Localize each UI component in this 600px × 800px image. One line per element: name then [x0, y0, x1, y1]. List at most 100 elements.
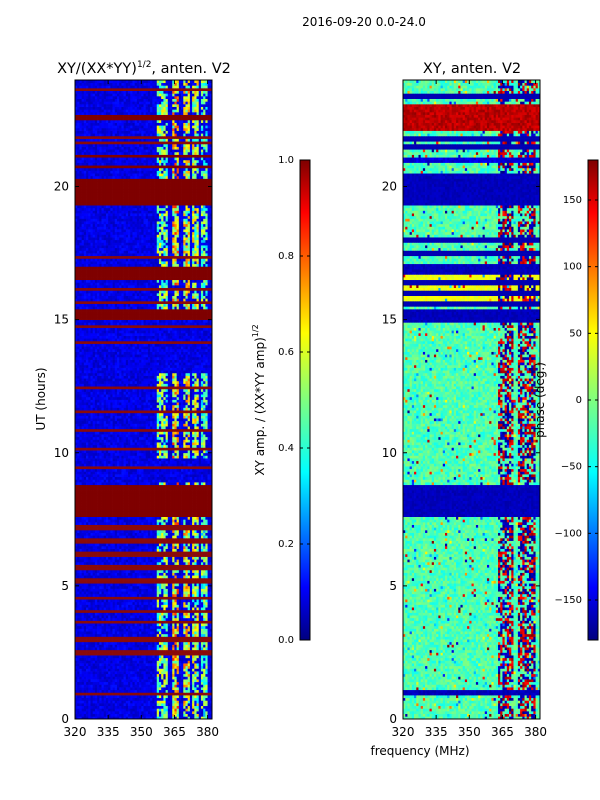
heatmap-cell: [86, 708, 89, 711]
heatmap-cell: [132, 698, 135, 701]
heatmap-cell: [161, 698, 164, 701]
heatmap-cell: [121, 703, 124, 706]
heatmap-cell: [128, 690, 131, 693]
heatmap-cell: [185, 698, 188, 701]
heatmap-cell: [161, 687, 164, 690]
heatmap-cell: [203, 695, 206, 698]
heatmap-cell: [86, 700, 89, 703]
heatmap-cell: [161, 708, 164, 711]
heatmap-cell: [84, 687, 87, 690]
heatmap-cell: [124, 700, 127, 703]
heatmap-cell: [159, 714, 162, 717]
heatmap-cell: [197, 695, 200, 698]
heatmap-cell: [128, 695, 131, 698]
heatmap-cell: [86, 703, 89, 706]
heatmap-cell: [194, 714, 197, 717]
heatmap-cell: [99, 703, 102, 706]
heatmap-cell: [115, 700, 118, 703]
heatmap-cell: [148, 708, 151, 711]
heatmap-cell: [102, 708, 105, 711]
heatmap-cell: [77, 690, 80, 693]
heatmap-cell: [203, 700, 206, 703]
heatmap-cell: [90, 692, 93, 695]
heatmap-cell: [115, 698, 118, 701]
heatmap-cell: [177, 714, 180, 717]
heatmap-cell: [144, 695, 147, 698]
heatmap-cell: [117, 692, 120, 695]
heatmap-cell: [93, 692, 96, 695]
heatmap-cell: [139, 711, 142, 714]
heatmap-cell: [132, 687, 135, 690]
heatmap-cell: [95, 711, 98, 714]
heatmap-cell: [79, 700, 82, 703]
heatmap-cell: [170, 698, 173, 701]
heatmap-cell: [172, 703, 175, 706]
heatmap-cell: [205, 700, 208, 703]
heatmap-cell: [113, 695, 116, 698]
heatmap-cell: [130, 692, 133, 695]
heatmap-cell: [115, 703, 118, 706]
heatmap-cell: [208, 690, 211, 693]
heatmap-cell: [157, 692, 160, 695]
heatmap-cell: [99, 695, 102, 698]
heatmap-cell: [168, 690, 171, 693]
heatmap-cell: [152, 700, 155, 703]
heatmap-cell: [128, 708, 131, 711]
heatmap-cell: [128, 700, 131, 703]
heatmap-cell: [168, 703, 171, 706]
heatmap-cell: [188, 690, 191, 693]
heatmap-cell: [86, 687, 89, 690]
heatmap-cell: [190, 706, 193, 709]
heatmap-cell: [172, 711, 175, 714]
heatmap-cell: [152, 708, 155, 711]
heatmap-cell: [126, 700, 129, 703]
heatmap-cell: [104, 700, 107, 703]
heatmap-cell: [132, 706, 135, 709]
amplitude-title-suffix: , anten. V2: [151, 61, 230, 77]
heatmap-cell: [102, 706, 105, 709]
heatmap-cell: [190, 703, 193, 706]
heatmap-cell: [86, 692, 89, 695]
heatmap-cell: [150, 711, 153, 714]
heatmap-cell: [188, 703, 191, 706]
heatmap-cell: [137, 695, 140, 698]
heatmap-cell: [199, 700, 202, 703]
heatmap-cell: [183, 703, 186, 706]
heatmap-cell: [144, 700, 147, 703]
heatmap-cell: [152, 695, 155, 698]
heatmap-cell: [84, 711, 87, 714]
heatmap-cell: [146, 690, 149, 693]
heatmap-cell: [192, 714, 195, 717]
heatmap-cell: [124, 692, 127, 695]
heatmap-cell: [174, 706, 177, 709]
heatmap-cell: [108, 708, 111, 711]
heatmap-cell: [179, 700, 182, 703]
heatmap-cell: [119, 687, 122, 690]
heatmap-cell: [90, 708, 93, 711]
heatmap-cell: [185, 703, 188, 706]
heatmap-cell: [179, 692, 182, 695]
heatmap-cell: [152, 692, 155, 695]
heatmap-cell: [197, 692, 200, 695]
heatmap-cell: [183, 711, 186, 714]
heatmap-cell: [146, 703, 149, 706]
heatmap-cell: [139, 690, 142, 693]
heatmap-cell: [188, 698, 191, 701]
heatmap-cell: [152, 690, 155, 693]
heatmap-cell: [132, 708, 135, 711]
heatmap-cell: [97, 714, 100, 717]
heatmap-cell: [106, 706, 109, 709]
heatmap-cell: [135, 706, 138, 709]
heatmap-cell: [152, 687, 155, 690]
heatmap-cell: [93, 700, 96, 703]
heatmap-cell: [119, 706, 122, 709]
heatmap-cell: [203, 692, 206, 695]
heatmap-cell: [130, 687, 133, 690]
heatmap-cell: [108, 711, 111, 714]
heatmap-cell: [174, 703, 177, 706]
heatmap-cell: [181, 714, 184, 717]
heatmap-cell: [97, 695, 100, 698]
heatmap-cell: [170, 700, 173, 703]
heatmap-cell: [150, 703, 153, 706]
heatmap-cell: [170, 711, 173, 714]
